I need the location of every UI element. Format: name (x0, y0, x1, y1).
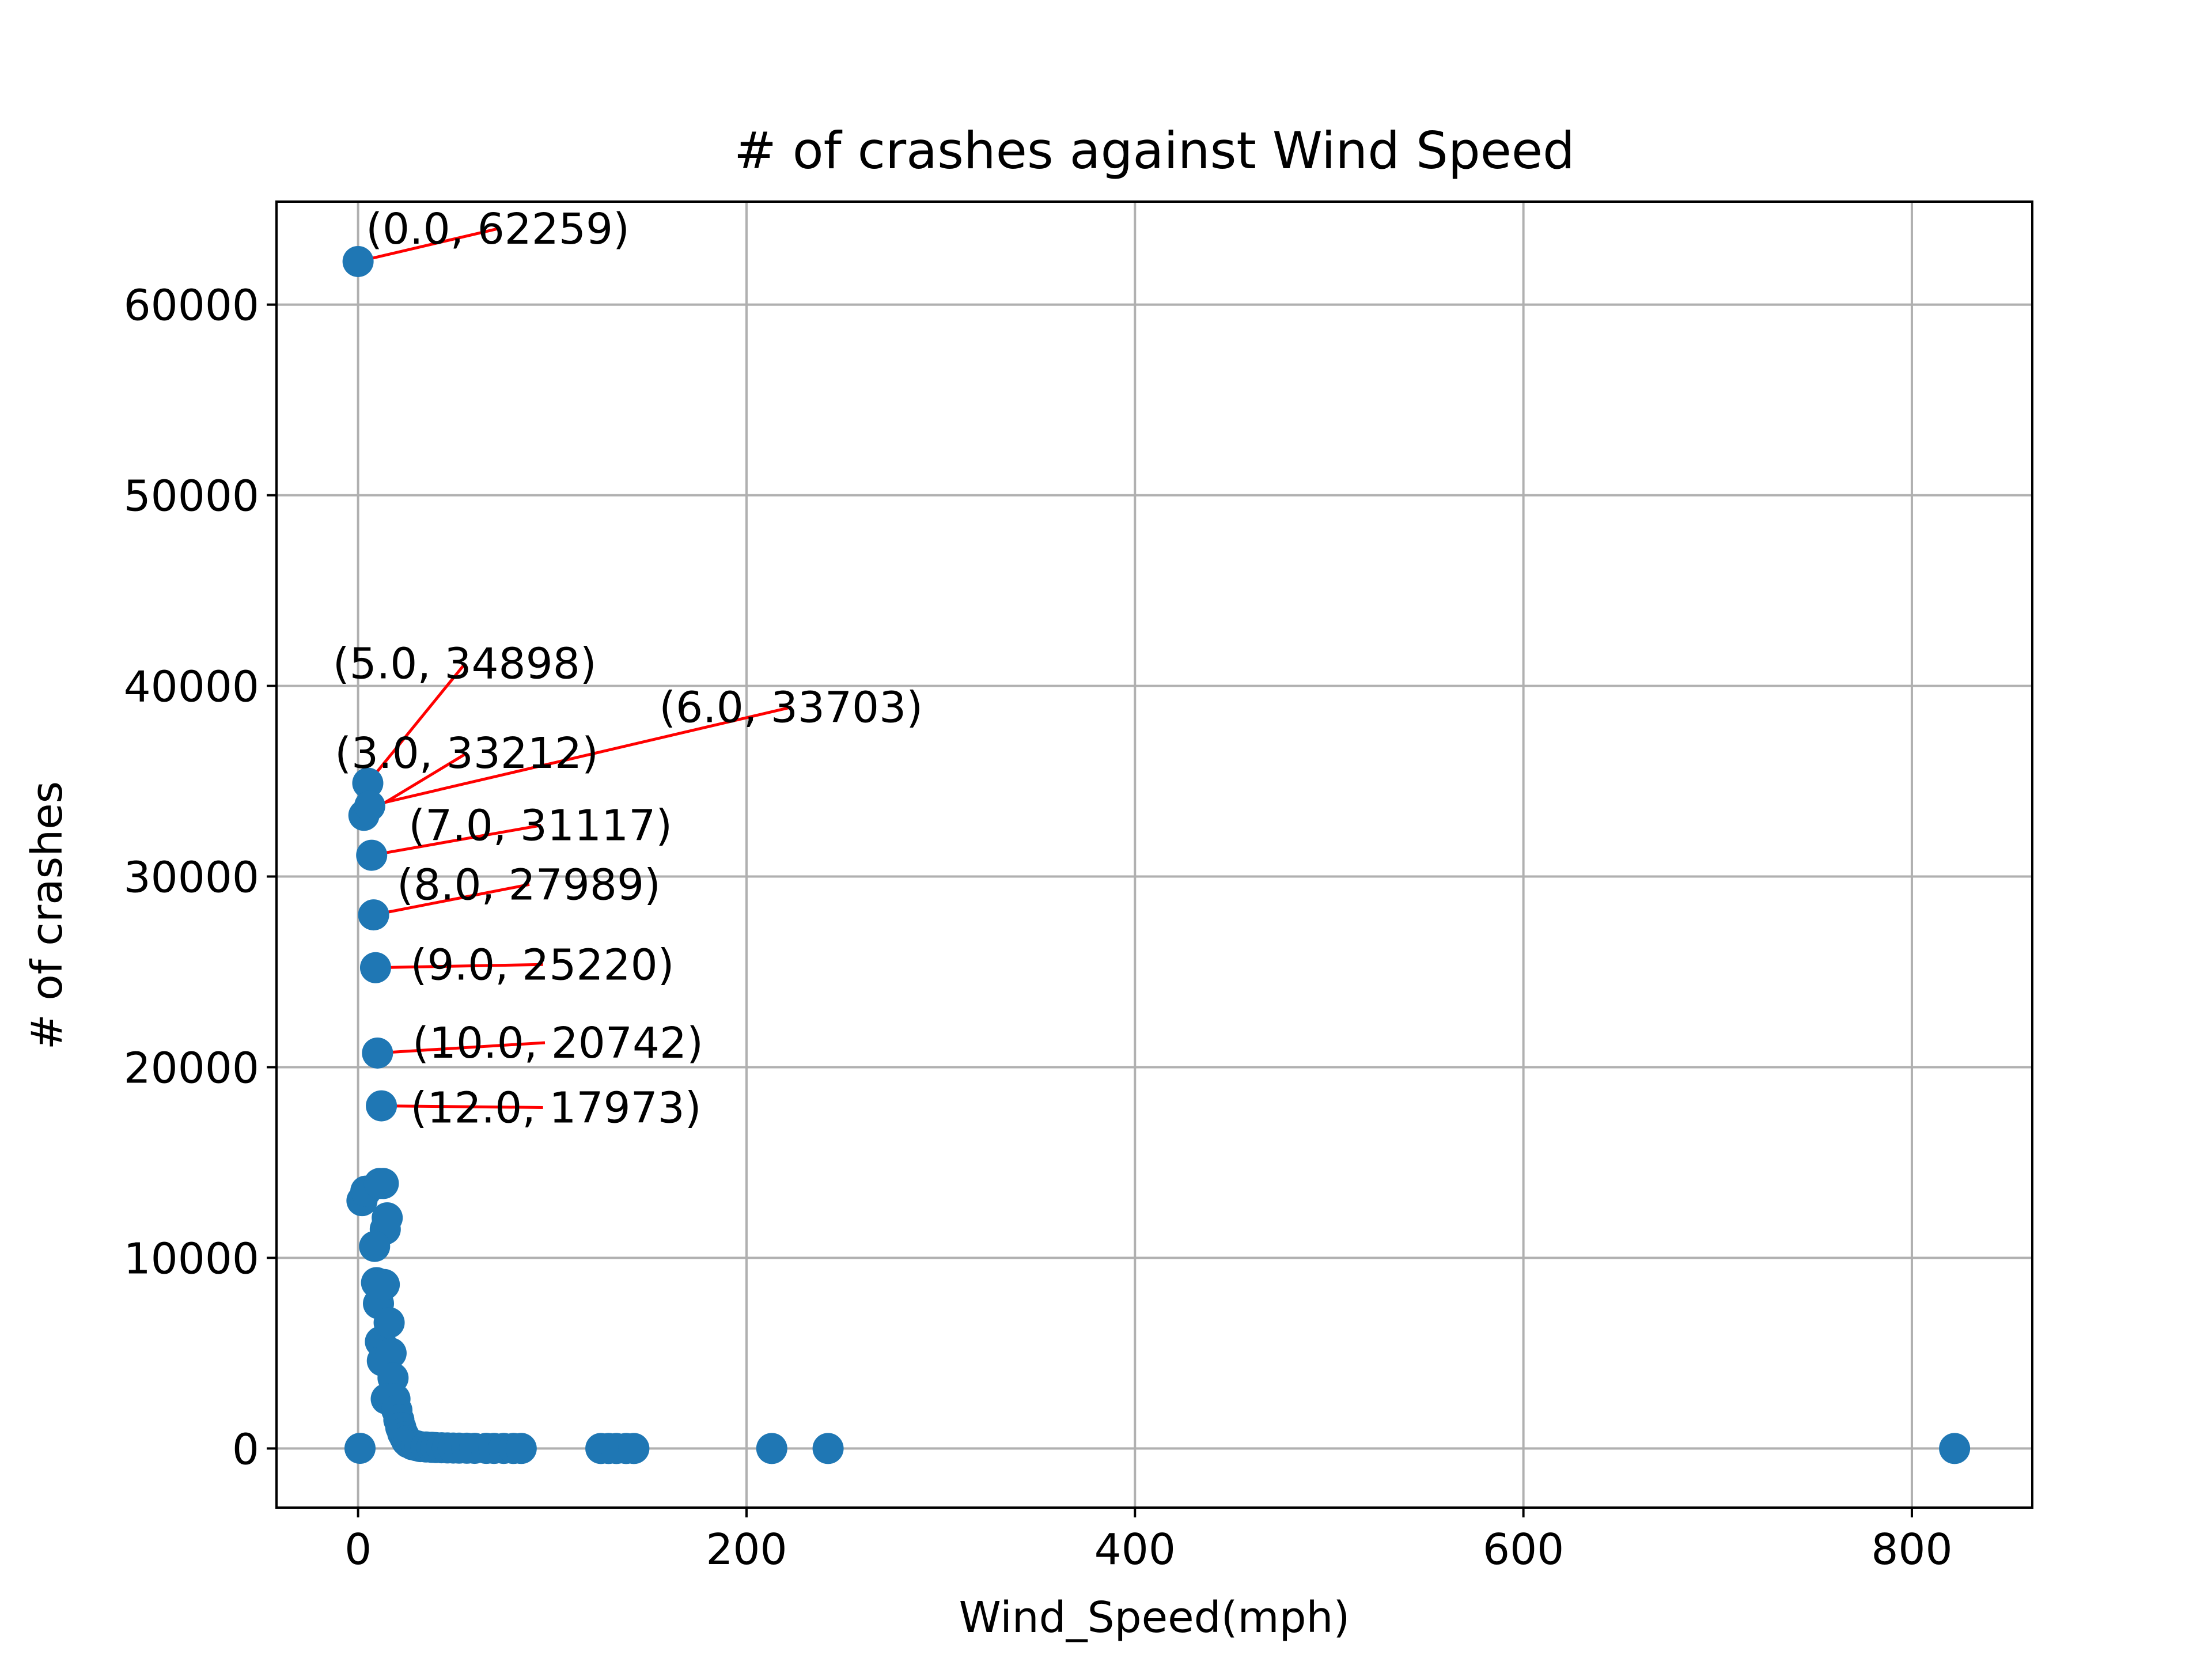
data-point (1939, 1433, 1971, 1464)
grid-lines (276, 202, 2032, 1508)
annotation-line (377, 1041, 546, 1055)
annotation-line (369, 706, 792, 808)
y-tick-label: 30000 (124, 853, 259, 903)
plot-frame (275, 200, 2033, 1509)
data-point (505, 1433, 537, 1464)
data-point (373, 1307, 405, 1338)
data-point (369, 1269, 400, 1300)
y-tick-label: 50000 (124, 472, 259, 521)
annotation-label: (3.0, 33212) (335, 729, 599, 778)
x-tick-label: 600 (1483, 1525, 1564, 1574)
data-point (756, 1433, 787, 1464)
data-point (375, 1337, 407, 1369)
data-point (372, 1202, 403, 1233)
annotation-line (358, 227, 499, 263)
annotation-label: (6.0, 33703) (659, 683, 923, 732)
chart-title: # of crashes against Wind Speed (734, 121, 1575, 180)
data-point (356, 839, 388, 871)
data-point (812, 1433, 844, 1464)
data-point (359, 952, 391, 983)
data-points (342, 245, 1971, 1464)
data-point (618, 1433, 650, 1464)
annotation-line (375, 963, 543, 970)
data-point (368, 1168, 399, 1199)
annotation-label: (5.0, 34898) (333, 639, 597, 688)
annotation-label: (9.0, 25220) (411, 940, 675, 990)
x-tick-label: 800 (1871, 1525, 1952, 1574)
y-axis-label: # of crashes (22, 781, 72, 1050)
data-point (354, 790, 385, 822)
annotation-line (381, 1104, 543, 1109)
data-point (359, 1231, 391, 1262)
y-tick-label: 10000 (124, 1234, 259, 1284)
annotation-label: (12.0, 17973) (411, 1083, 702, 1133)
y-tick-label: 20000 (124, 1044, 259, 1093)
data-point (366, 1090, 397, 1122)
data-point (352, 767, 384, 799)
y-tick-label: 40000 (124, 662, 259, 712)
y-tick-label: 0 (232, 1425, 259, 1474)
y-tick-label: 60000 (124, 281, 259, 331)
annotation-labels: (0.0, 62259) (5.0, 34898) (6.0, 33703) (3.0… (333, 205, 923, 1133)
annotation-label: (0.0, 62259) (366, 205, 630, 254)
annotation-label: (7.0, 31117) (408, 801, 672, 851)
annotation-line (366, 662, 467, 785)
axis-ticks: 0 200 400 600 800 0 10000 20000 30000 40000 50000 6… (124, 281, 1953, 1574)
annotation-lines (358, 227, 792, 1109)
annotation-label: (8.0, 27989) (397, 860, 661, 910)
annotation-line (371, 824, 541, 857)
data-point (344, 1433, 376, 1464)
data-point (362, 1037, 393, 1069)
annotation-label: (10.0, 20742) (412, 1019, 703, 1068)
annotation-line (373, 883, 530, 917)
x-tick-label: 0 (344, 1525, 372, 1574)
x-tick-label: 200 (706, 1525, 787, 1574)
x-tick-label: 400 (1094, 1525, 1176, 1574)
data-point (358, 899, 389, 931)
data-point (342, 245, 374, 277)
x-axis-label: Wind_Speed(mph) (959, 1593, 1350, 1642)
